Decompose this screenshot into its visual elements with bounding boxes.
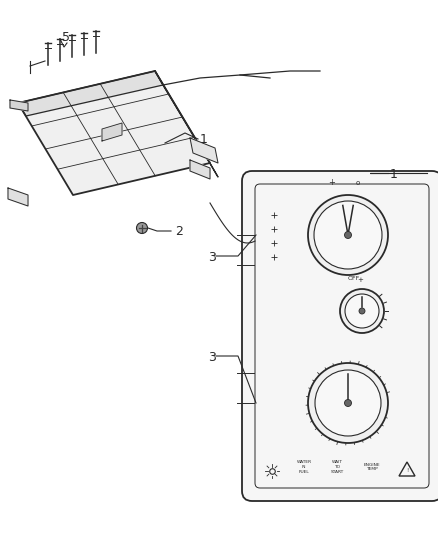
Text: ENGINE
TEMP: ENGINE TEMP bbox=[364, 463, 380, 472]
Circle shape bbox=[137, 222, 148, 233]
Polygon shape bbox=[10, 100, 28, 111]
Text: 5: 5 bbox=[62, 31, 70, 44]
Circle shape bbox=[315, 370, 381, 436]
Text: +: + bbox=[357, 277, 363, 283]
Polygon shape bbox=[190, 160, 210, 179]
Circle shape bbox=[308, 363, 388, 443]
Polygon shape bbox=[155, 71, 218, 177]
Text: 1: 1 bbox=[200, 133, 208, 146]
Circle shape bbox=[340, 289, 384, 333]
Text: +: + bbox=[328, 178, 336, 187]
Text: 1: 1 bbox=[390, 168, 398, 181]
Polygon shape bbox=[102, 123, 122, 141]
Polygon shape bbox=[18, 71, 210, 195]
Text: 3: 3 bbox=[208, 351, 216, 364]
Circle shape bbox=[345, 231, 352, 238]
Text: 2: 2 bbox=[175, 225, 183, 238]
Polygon shape bbox=[190, 138, 218, 163]
Circle shape bbox=[345, 294, 379, 328]
Text: o: o bbox=[356, 180, 360, 186]
Text: 3: 3 bbox=[208, 251, 216, 264]
Text: WAIT
TO
START: WAIT TO START bbox=[330, 460, 344, 474]
Polygon shape bbox=[18, 71, 163, 116]
Text: !: ! bbox=[406, 467, 408, 472]
Text: WATER
IN
FUEL: WATER IN FUEL bbox=[297, 460, 311, 474]
Text: OFF: OFF bbox=[348, 276, 360, 281]
FancyBboxPatch shape bbox=[242, 171, 438, 501]
Circle shape bbox=[345, 400, 352, 407]
Polygon shape bbox=[8, 188, 28, 206]
Circle shape bbox=[314, 201, 382, 269]
Circle shape bbox=[308, 195, 388, 275]
Circle shape bbox=[359, 308, 365, 314]
